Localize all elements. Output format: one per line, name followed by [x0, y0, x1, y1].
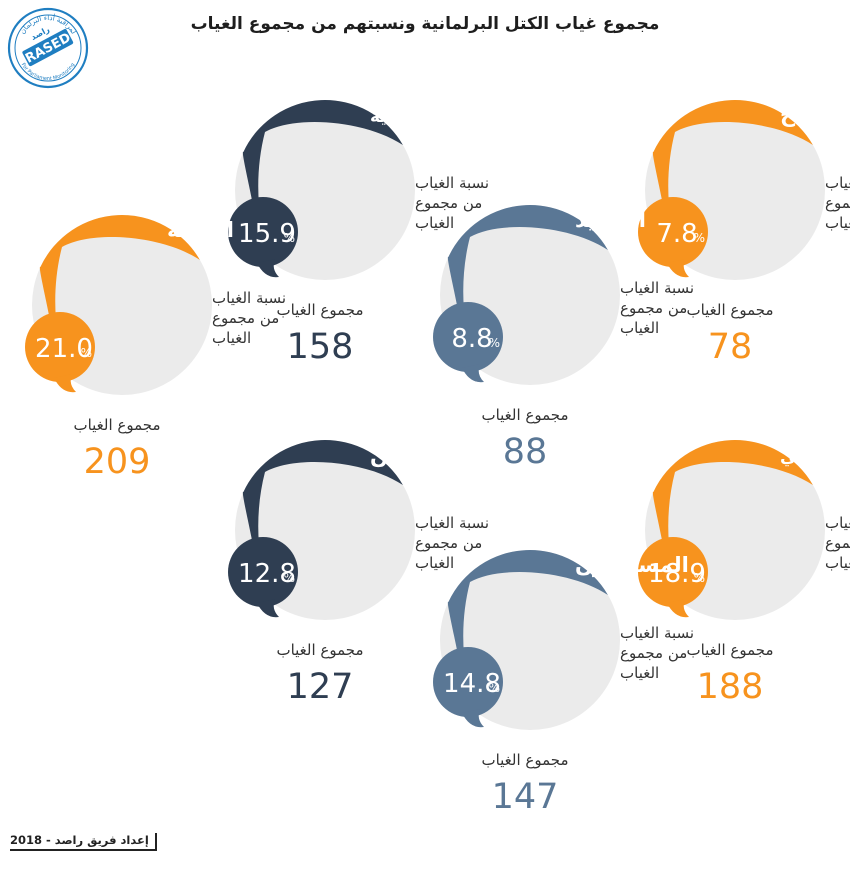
bloc-1-percent: 7.8: [656, 219, 697, 249]
bloc-3-cap: [447, 205, 608, 310]
bloc-3-percent-bubble: [433, 302, 503, 372]
bloc-5-ratio-label: من مجموع: [825, 534, 850, 552]
bloc-1-ratio-label: من مجموع: [825, 194, 850, 212]
bloc-3: التجديد نسبة الغياب من مجموع الغياب 8.8% مجمو…: [433, 205, 694, 472]
bloc-2-ratio-label: الغياب: [415, 214, 454, 232]
bloc-7-percent-tail: [462, 709, 484, 728]
bloc-1-percent-bubble: [638, 197, 708, 267]
bloc-4-percent-tail: [54, 374, 76, 393]
bloc-6-name: وطن: [370, 443, 422, 467]
bloc-4-name: العدالة: [167, 218, 234, 242]
bloc-5-cap: [652, 440, 813, 545]
bloc-2-total-label: مجموع الغياب: [276, 301, 363, 319]
bloc-3-total: 88: [503, 432, 548, 472]
bloc-3-percent-unit: %: [489, 336, 500, 350]
bloc-2-total: 158: [287, 327, 354, 367]
bloc-1-ratio-label: الغياب: [825, 214, 850, 232]
bloc-7: المستقلون نسبة الغياب من مجموع الغياب 14.8% م…: [433, 550, 694, 817]
bloc-6-total-label: مجموع الغياب: [276, 641, 363, 659]
bloc-4-percent: 21.0: [35, 334, 93, 364]
bloc-7-total-label: مجموع الغياب: [481, 751, 568, 769]
bloc-1-percent-tail: [667, 259, 689, 278]
bloc-2-cap: [242, 100, 403, 205]
bloc-2-percent-unit: %: [284, 231, 295, 245]
bloc-1-cap: [652, 100, 813, 205]
bloc-7-name: المستقلون: [575, 553, 689, 577]
bloc-7-ratio-label: الغياب: [620, 664, 659, 682]
footer-credit: إعداد فريق راصد - 2018: [10, 833, 157, 851]
bloc-1-total: 78: [708, 327, 753, 367]
bloc-7-ratio-label: من مجموع: [620, 644, 687, 662]
bloc-3-name: التجديد: [575, 208, 646, 232]
bloc-4-ratio-label: نسبة الغياب: [212, 289, 286, 307]
bloc-5-ratio-label: نسبة الغياب: [825, 514, 850, 532]
bloc-4-ratio-label: من مجموع: [212, 309, 279, 327]
bloc-3-total-label: مجموع الغياب: [481, 406, 568, 424]
bloc-2-percent-tail: [257, 259, 279, 278]
bloc-3-percent: 8.8: [451, 324, 492, 354]
bloc-6: وطن نسبة الغياب من مجموع الغياب 12.8% مجموع ا…: [228, 440, 489, 707]
bloc-2-percent-bubble: [228, 197, 298, 267]
bloc-4-cap: [39, 215, 200, 320]
bloc-5-percent: 18.9: [648, 559, 706, 589]
bloc-3-percent-tail: [462, 364, 484, 383]
bloc-4-percent-bubble: [25, 312, 95, 382]
bloc-6-cap: [242, 440, 403, 545]
bloc-5-total: 188: [697, 667, 764, 707]
bloc-3-ratio-label: من مجموع: [620, 299, 687, 317]
bloc-6-percent-tail: [257, 599, 279, 618]
rased-logo: لمراقبة أداء البرلمان For Parliament Mon…: [7, 7, 89, 89]
bloc-6-ratio-label: من مجموع: [415, 534, 482, 552]
bloc-7-percent-bubble: [433, 647, 503, 717]
bloc-5-percent-tail: [667, 599, 689, 618]
bloc-6-percent-bubble: [228, 537, 298, 607]
bloc-6-percent: 12.8: [238, 559, 296, 589]
bloc-7-cap: [447, 550, 608, 655]
bloc-4: العدالة نسبة الغياب من مجموع الغياب 21.0% مجم…: [25, 215, 286, 482]
bloc-7-percent-unit: %: [489, 681, 500, 695]
bloc-3-ratio-label: الغياب: [620, 319, 659, 337]
bloc-1-name: الاصلاح: [780, 103, 850, 127]
bloc-4-ratio-label: الغياب: [212, 329, 251, 347]
bloc-2: الديمقراطية نسبة الغياب من مجموع الغياب 15.9…: [228, 100, 489, 367]
bloc-5-percent-bubble: [638, 537, 708, 607]
bloc-7-percent: 14.8: [443, 669, 501, 699]
bloc-2-ratio-label: من مجموع: [415, 194, 482, 212]
bloc-2-name: الديمقراطية: [370, 107, 472, 127]
bloc-2-ratio-label: نسبة الغياب: [415, 174, 489, 192]
bloc-1-ratio-label: نسبة الغياب: [825, 174, 850, 192]
bloc-5: الوفاق الوطني نسبة الغياب من مجموع الغياب 18…: [638, 440, 850, 707]
bloc-7-ratio-label: نسبة الغياب: [620, 624, 694, 642]
bloc-2-percent: 15.9: [238, 219, 296, 249]
bloc-6-percent-unit: %: [284, 571, 295, 585]
bloc-4-total-label: مجموع الغياب: [73, 416, 160, 434]
bloc-4-percent-unit: %: [81, 346, 92, 360]
bloc-5-percent-unit: %: [694, 571, 705, 585]
bloc-6-ratio-label: الغياب: [415, 554, 454, 572]
chart-title: مجموع غياب الكتل البرلمانية ونسبتهم من م…: [190, 14, 660, 34]
bloc-4-total: 209: [84, 442, 151, 482]
bloc-6-ratio-label: نسبة الغياب: [415, 514, 489, 532]
bloc-1: الاصلاح نسبة الغياب من مجموع الغياب 7.8% مجمو…: [638, 100, 850, 367]
bloc-1-total-label: مجموع الغياب: [686, 301, 773, 319]
bloc-5-total-label: مجموع الغياب: [686, 641, 773, 659]
bloc-7-total: 147: [492, 777, 559, 817]
bloc-5-ratio-label: الغياب: [825, 554, 850, 572]
bloc-3-ratio-label: نسبة الغياب: [620, 279, 694, 297]
bloc-5-name: الوفاق الوطني: [780, 447, 850, 467]
bloc-1-percent-unit: %: [694, 231, 705, 245]
bloc-6-total: 127: [287, 667, 354, 707]
